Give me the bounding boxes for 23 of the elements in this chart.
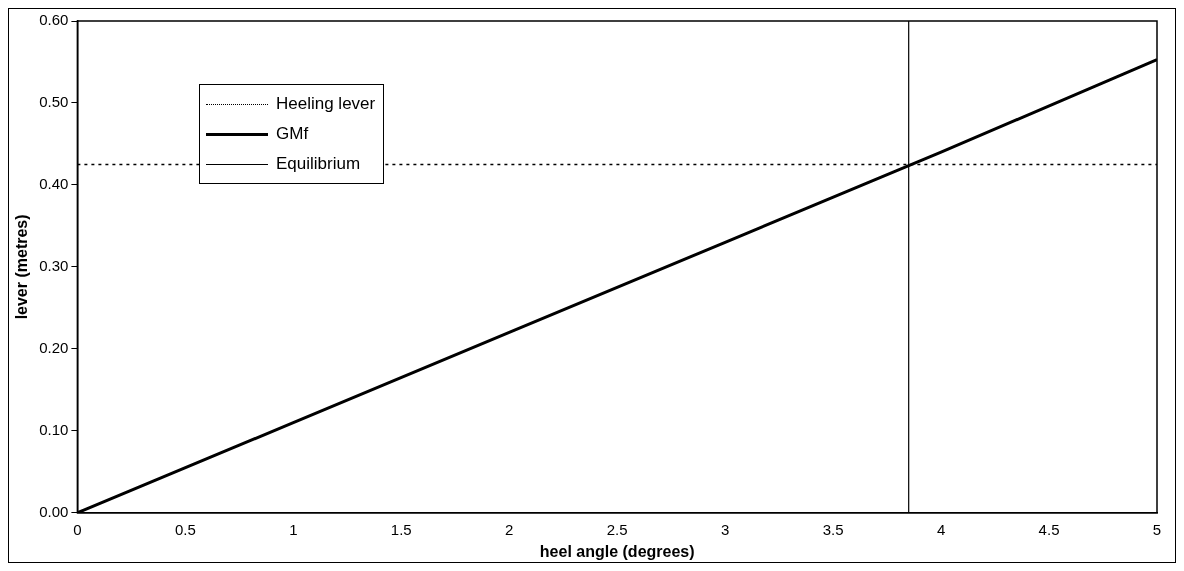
x-tick-label: 4.5 [1038,520,1060,538]
x-tick-label: 2 [505,520,514,538]
x-tick-label: 0.5 [174,520,196,538]
y-tick-label: 0.50 [39,93,69,111]
y-tick-label: 0.20 [39,339,69,357]
x-tick-label: 0 [73,520,82,538]
x-tick-label: 2.5 [606,520,628,538]
y-tick-label: 0.40 [39,175,69,193]
x-tick-label: 5 [1152,520,1162,538]
y-tick-label: 0.10 [39,420,69,438]
x-axis-title: heel angle (degrees) [539,542,695,560]
y-tick-label: 0.60 [39,11,69,29]
x-tick-label: 4 [936,520,946,538]
y-tick-label: 0.00 [39,502,69,520]
y-axis-title: lever (metres) [13,214,31,320]
legend-label: GMf [276,124,309,144]
legend-label: Heeling lever [276,94,376,114]
x-tick-label: 1 [289,520,298,538]
x-tick-label: 1.5 [390,520,412,538]
legend-label: Equilibrium [276,154,361,174]
x-tick-label: 3.5 [822,520,844,538]
y-tick-label: 0.30 [39,257,69,275]
x-tick-label: 3 [720,520,730,538]
